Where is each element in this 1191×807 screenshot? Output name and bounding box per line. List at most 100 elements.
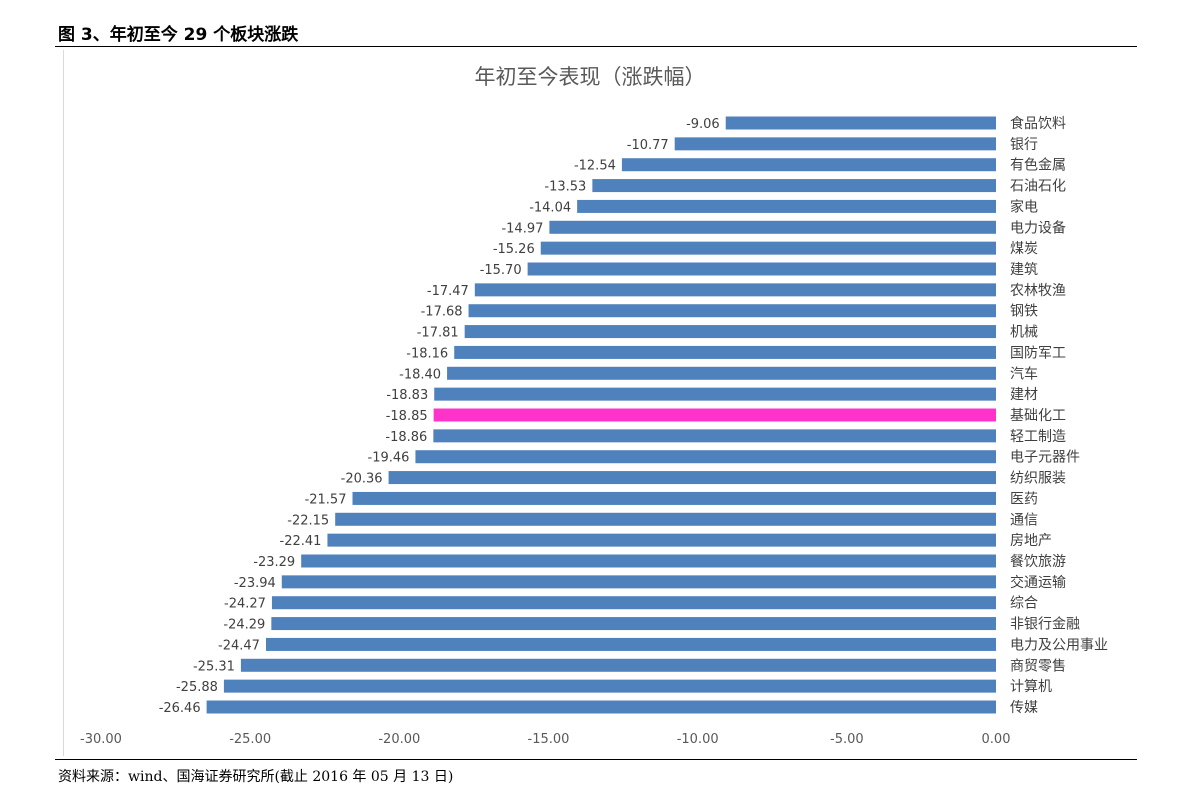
data-label: -17.68 <box>421 305 463 320</box>
x-tick-label: 0.00 <box>982 732 1011 747</box>
category-label: 传媒 <box>1010 700 1038 716</box>
category-label: 商贸零售 <box>1010 658 1066 674</box>
bar <box>265 637 996 651</box>
data-label: -19.46 <box>368 451 410 466</box>
x-tick-label: -5.00 <box>830 732 864 747</box>
category-label: 房地产 <box>1010 533 1052 549</box>
footer-divider <box>55 759 1137 760</box>
bar <box>577 199 996 213</box>
category-label: 银行 <box>1010 137 1038 153</box>
data-label: -20.36 <box>341 472 383 487</box>
data-label: -24.29 <box>223 618 265 633</box>
bar <box>301 554 997 568</box>
category-label: 建材 <box>1010 387 1038 403</box>
bar <box>271 617 996 631</box>
data-label: -25.31 <box>193 659 235 674</box>
bar <box>592 179 996 193</box>
data-label: -15.70 <box>480 263 522 278</box>
x-tick-label: -25.00 <box>229 732 271 747</box>
category-label: 电子元器件 <box>1010 450 1080 466</box>
chart-title: 年初至今表现（涨跌幅） <box>475 65 706 89</box>
bar <box>434 387 996 401</box>
data-label: -14.04 <box>529 200 571 215</box>
data-label: -13.53 <box>544 180 586 195</box>
bar <box>281 575 996 589</box>
category-label: 电力设备 <box>1010 219 1066 236</box>
bar <box>327 533 996 547</box>
bar <box>335 512 997 526</box>
x-tick-label: -10.00 <box>677 732 719 747</box>
category-label: 家电 <box>1010 198 1038 215</box>
category-label: 石油石化 <box>1010 179 1066 195</box>
x-tick-label: -20.00 <box>378 732 420 747</box>
category-label: 钢铁 <box>1010 304 1038 320</box>
figure-title: 图 3、年初至今 29 个板块涨跌 <box>58 25 299 45</box>
bar <box>388 471 996 485</box>
data-label: -18.86 <box>385 430 427 445</box>
bar <box>725 116 996 130</box>
bar <box>447 366 997 380</box>
category-label: 国防军工 <box>1010 345 1066 361</box>
data-label: -15.26 <box>493 242 535 257</box>
category-label: 医药 <box>1010 491 1038 507</box>
data-label: -23.29 <box>253 555 295 570</box>
bar <box>621 158 996 172</box>
data-label: -18.83 <box>386 388 428 403</box>
category-label: 有色金属 <box>1010 157 1066 174</box>
data-label: -26.46 <box>159 701 201 716</box>
bar <box>464 325 996 339</box>
data-label: -18.16 <box>406 346 448 361</box>
category-label: 煤炭 <box>1010 241 1038 257</box>
bar <box>415 450 996 464</box>
bar <box>549 220 996 234</box>
bar <box>474 283 997 297</box>
category-label: 农林牧渔 <box>1010 283 1066 299</box>
bar <box>271 596 996 610</box>
data-label: -22.15 <box>287 513 329 528</box>
category-label: 餐饮旅游 <box>1010 554 1066 570</box>
top-divider <box>55 46 1137 47</box>
bar <box>674 137 996 151</box>
bar <box>240 658 996 672</box>
category-label: 机械 <box>1010 325 1038 341</box>
data-label: -12.54 <box>574 159 616 174</box>
chart-area <box>63 50 1136 756</box>
data-label: -23.94 <box>234 576 276 591</box>
category-label: 电力及公用事业 <box>1010 637 1108 653</box>
bar <box>206 700 997 714</box>
data-label: -9.06 <box>686 117 720 132</box>
category-label: 纺织服装 <box>1010 471 1066 487</box>
category-label: 综合 <box>1010 596 1038 612</box>
data-label: -18.85 <box>386 409 428 424</box>
bar <box>454 345 996 359</box>
bar <box>540 241 996 255</box>
bar <box>468 304 997 318</box>
category-label: 轻工制造 <box>1010 429 1066 445</box>
x-tick-label: -15.00 <box>528 732 570 747</box>
bar <box>527 262 996 276</box>
bar <box>433 408 996 422</box>
data-label: -22.41 <box>280 534 322 549</box>
data-label: -10.77 <box>627 138 669 153</box>
category-label: 计算机 <box>1010 679 1052 695</box>
data-label: -24.47 <box>218 638 260 653</box>
category-label: 建筑 <box>1010 262 1038 278</box>
data-label: -21.57 <box>305 492 347 507</box>
data-label: -24.27 <box>224 597 266 612</box>
category-label: 食品饮料 <box>1010 115 1066 132</box>
category-label: 交通运输 <box>1010 574 1066 591</box>
data-label: -18.40 <box>399 367 441 382</box>
source-note: 资料来源：wind、国海证券研究所(截止 2016 年 05 月 13 日) <box>58 769 454 785</box>
bar <box>223 679 996 693</box>
category-label: 汽车 <box>1010 365 1038 382</box>
data-label: -25.88 <box>176 680 218 695</box>
data-label: -17.47 <box>427 284 469 299</box>
data-label: -17.81 <box>417 326 459 341</box>
category-label: 非银行金融 <box>1010 617 1080 633</box>
bar <box>352 491 996 505</box>
data-label: -14.97 <box>501 221 543 236</box>
x-tick-label: -30.00 <box>80 732 122 747</box>
bar <box>433 429 996 443</box>
category-label: 通信 <box>1010 512 1038 528</box>
